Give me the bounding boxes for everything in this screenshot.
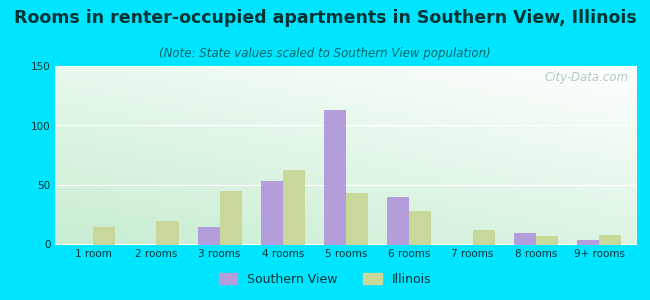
Bar	[577, 240, 599, 244]
Text: (Note: State values scaled to Southern View population): (Note: State values scaled to Southern V…	[159, 46, 491, 59]
Bar	[261, 182, 283, 244]
Bar	[324, 110, 346, 244]
Bar	[473, 230, 495, 244]
Bar	[410, 211, 432, 244]
Text: Rooms in renter-occupied apartments in Southern View, Illinois: Rooms in renter-occupied apartments in S…	[14, 9, 636, 27]
Bar	[157, 221, 179, 244]
Bar	[599, 235, 621, 244]
Bar	[346, 193, 369, 244]
Bar	[220, 191, 242, 244]
Bar	[198, 227, 220, 244]
Bar	[536, 236, 558, 244]
Bar	[93, 227, 115, 244]
Bar	[283, 169, 305, 244]
Legend: Southern View, Illinois: Southern View, Illinois	[214, 268, 436, 291]
Bar	[387, 197, 410, 244]
Bar	[514, 232, 536, 244]
Text: City-Data.com: City-Data.com	[544, 71, 629, 84]
